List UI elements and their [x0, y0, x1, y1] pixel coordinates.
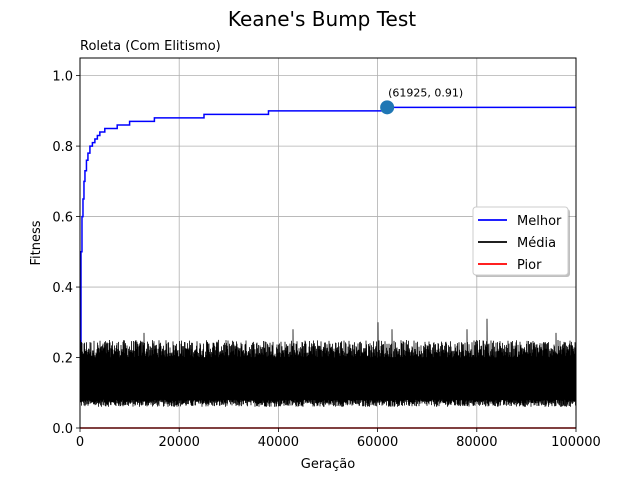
chart-subtitle: Roleta (Com Elitismo)	[80, 39, 221, 54]
legend-label: Média	[517, 236, 556, 251]
x-tick-label: 100000	[551, 435, 601, 450]
annotation-marker	[380, 100, 395, 115]
series-line-media	[79, 318, 577, 407]
plot-frame	[79, 57, 577, 429]
y-tick-label: 0.6	[52, 211, 73, 226]
x-tick-label: 0	[76, 435, 84, 450]
legend-box	[472, 206, 569, 276]
y-tick-label: 1.0	[52, 70, 73, 85]
x-tick-label: 40000	[258, 435, 299, 450]
annotation-layer: (61925, 0.91)	[380, 86, 463, 115]
y-axis-label: Fitness	[29, 220, 44, 265]
legend-label: Pior	[517, 258, 542, 273]
x-axis-label: Geração	[301, 457, 355, 472]
y-tick-label: 0.4	[52, 281, 73, 296]
annotation-label: (61925, 0.91)	[388, 86, 463, 99]
y-tick-label: 0.8	[52, 140, 73, 155]
x-tick-label: 60000	[357, 435, 398, 450]
y-tick-label: 0.0	[52, 422, 73, 437]
chart-title: Keane's Bump Test	[228, 7, 416, 31]
legend-label: Melhor	[517, 214, 562, 229]
y-tick-label: 0.2	[52, 352, 73, 367]
ticks: 0 20000 40000 60000 80000 100000 0.0 0.2 0.4 0.6 0…	[52, 70, 601, 450]
x-tick-label: 20000	[159, 435, 200, 450]
legend: Melhor Média Pior	[472, 206, 570, 277]
series-line-melhor	[80, 106, 576, 380]
x-tick-label: 80000	[456, 435, 497, 450]
